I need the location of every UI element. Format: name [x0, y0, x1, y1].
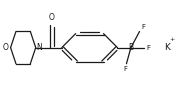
Text: O: O: [3, 43, 9, 52]
Text: N: N: [37, 43, 42, 52]
Text: K: K: [164, 43, 170, 52]
Text: +: +: [170, 37, 175, 42]
Text: F: F: [123, 66, 128, 72]
Text: F: F: [141, 24, 145, 30]
Text: B: B: [128, 43, 133, 52]
Text: O: O: [49, 13, 55, 22]
Text: F: F: [146, 45, 150, 51]
